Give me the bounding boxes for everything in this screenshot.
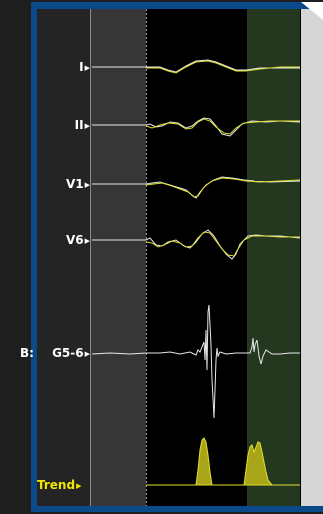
- template-lead-v6: [145, 231, 300, 257]
- label-panel: [37, 9, 90, 506]
- channel-label-ii[interactable]: II▶: [60, 118, 90, 133]
- trace-lead-i: [92, 59, 300, 73]
- channel-label-prefix: B:: [20, 346, 34, 360]
- channel-label-g5-6[interactable]: G5-6▶: [42, 346, 90, 361]
- template-lead-i: [146, 60, 300, 74]
- channel-label-i[interactable]: I▶: [60, 60, 90, 75]
- channel-label-text: II: [74, 118, 84, 132]
- template-lead-ii: [145, 118, 300, 135]
- channel-arrow-icon: ▶: [84, 237, 90, 245]
- trace-lead-v1: [92, 176, 301, 199]
- trace-bipolar-g5-6: [91, 304, 300, 419]
- window-of-interest-band[interactable]: [247, 9, 300, 506]
- channel-label-text: Trend: [37, 478, 76, 492]
- channel-label-trend[interactable]: Trend▶: [37, 478, 90, 493]
- channel-label-text: I: [79, 60, 84, 74]
- channel-label-text: V1: [65, 177, 84, 191]
- trend-peak-1: [195, 437, 213, 486]
- channel-label-v6[interactable]: V6▶: [58, 233, 90, 248]
- channel-arrow-icon: ▶: [84, 350, 90, 358]
- trend-peak-2: [243, 441, 274, 486]
- channel-label-text: G5-6: [52, 346, 84, 360]
- template-lead-v1: [145, 177, 301, 198]
- gray-band: [91, 9, 146, 506]
- vertical-scrollbar[interactable]: [301, 9, 323, 506]
- channel-arrow-icon: ▶: [84, 181, 90, 189]
- channel-arrow-icon: ▶: [84, 64, 90, 72]
- scrollbar-corner-icon: [301, 2, 323, 20]
- trace-lead-ii: [92, 117, 301, 137]
- trace-lead-v6: [92, 229, 301, 260]
- channel-label-text: V6: [65, 233, 84, 247]
- channel-arrow-icon: ▶: [84, 122, 90, 130]
- channel-label-v1[interactable]: V1▶: [58, 177, 90, 192]
- channel-arrow-icon: ▶: [76, 482, 82, 490]
